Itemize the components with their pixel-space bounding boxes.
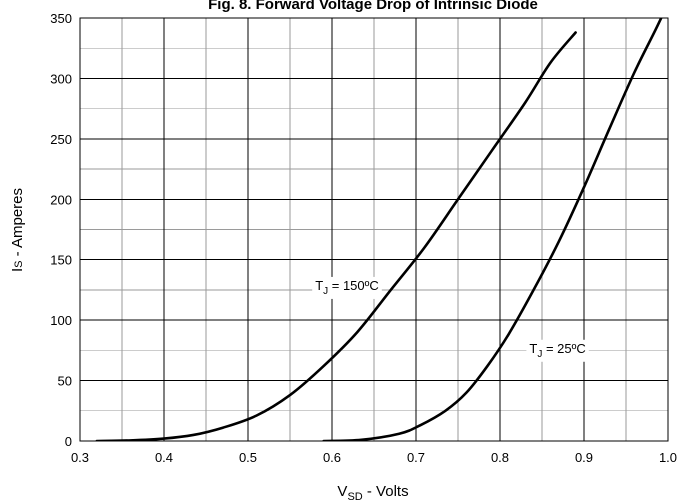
y-axis-label: IS - Amperes: [9, 188, 26, 272]
x-axis-label: VSD - Volts: [337, 483, 408, 503]
y-axis-label-main: I: [9, 268, 26, 272]
x-tick-label: 0.5: [239, 450, 257, 465]
series-line-1: [95, 31, 577, 441]
annotation-text: TJ = 150ºC: [315, 278, 379, 297]
curve-annotation-1: TJ = 150ºC: [312, 276, 382, 299]
y-tick-label: 50: [58, 374, 72, 389]
annotation-sub: J: [537, 349, 542, 360]
curve-annotation-2: TJ = 25ºC: [526, 339, 589, 362]
y-tick-label: 300: [50, 71, 72, 86]
annotation-rest: = 25ºC: [542, 341, 585, 356]
x-tick-label: 0.9: [575, 450, 593, 465]
y-tick-label: 250: [50, 132, 72, 147]
y-tick-label: 200: [50, 192, 72, 207]
y-tick-labels: 0 50 100 150 200 250 300 350: [50, 11, 72, 449]
curves: [95, 18, 663, 441]
y-tick-label: 150: [50, 253, 72, 268]
x-axis-label-sub: SD: [347, 491, 362, 503]
x-tick-label: 1.0: [659, 450, 677, 465]
chart-title: Fig. 8. Forward Voltage Drop of Intrinsi…: [208, 0, 538, 13]
y-axis-label-sub: S: [13, 261, 25, 268]
y-axis-label-rest: - Amperes: [9, 188, 26, 261]
x-axis-label-main: V: [337, 483, 347, 500]
annotation-background: [312, 276, 382, 299]
annotation-sub: J: [323, 286, 328, 297]
annotation-rest: = 150ºC: [328, 278, 379, 293]
x-tick-label: 0.7: [407, 450, 425, 465]
x-tick-labels: 0.3 0.4 0.5 0.6 0.7 0.8 0.9 1.0: [71, 450, 677, 465]
series-line-2: [322, 18, 663, 441]
x-axis-label-rest: - Volts: [363, 483, 409, 500]
annotation-main: T: [529, 341, 537, 356]
grid: [79, 17, 669, 442]
y-tick-label: 0: [65, 434, 72, 449]
x-tick-label: 0.3: [71, 450, 89, 465]
annotation-background: [526, 339, 589, 362]
x-tick-label: 0.4: [155, 450, 173, 465]
y-tick-label: 100: [50, 313, 72, 328]
x-tick-label: 0.6: [323, 450, 341, 465]
plot-frame: [79, 17, 669, 442]
annotation-main: T: [315, 278, 323, 293]
annotation-text: TJ = 25ºC: [529, 341, 585, 360]
x-tick-label: 0.8: [491, 450, 509, 465]
y-tick-label: 350: [50, 11, 72, 26]
